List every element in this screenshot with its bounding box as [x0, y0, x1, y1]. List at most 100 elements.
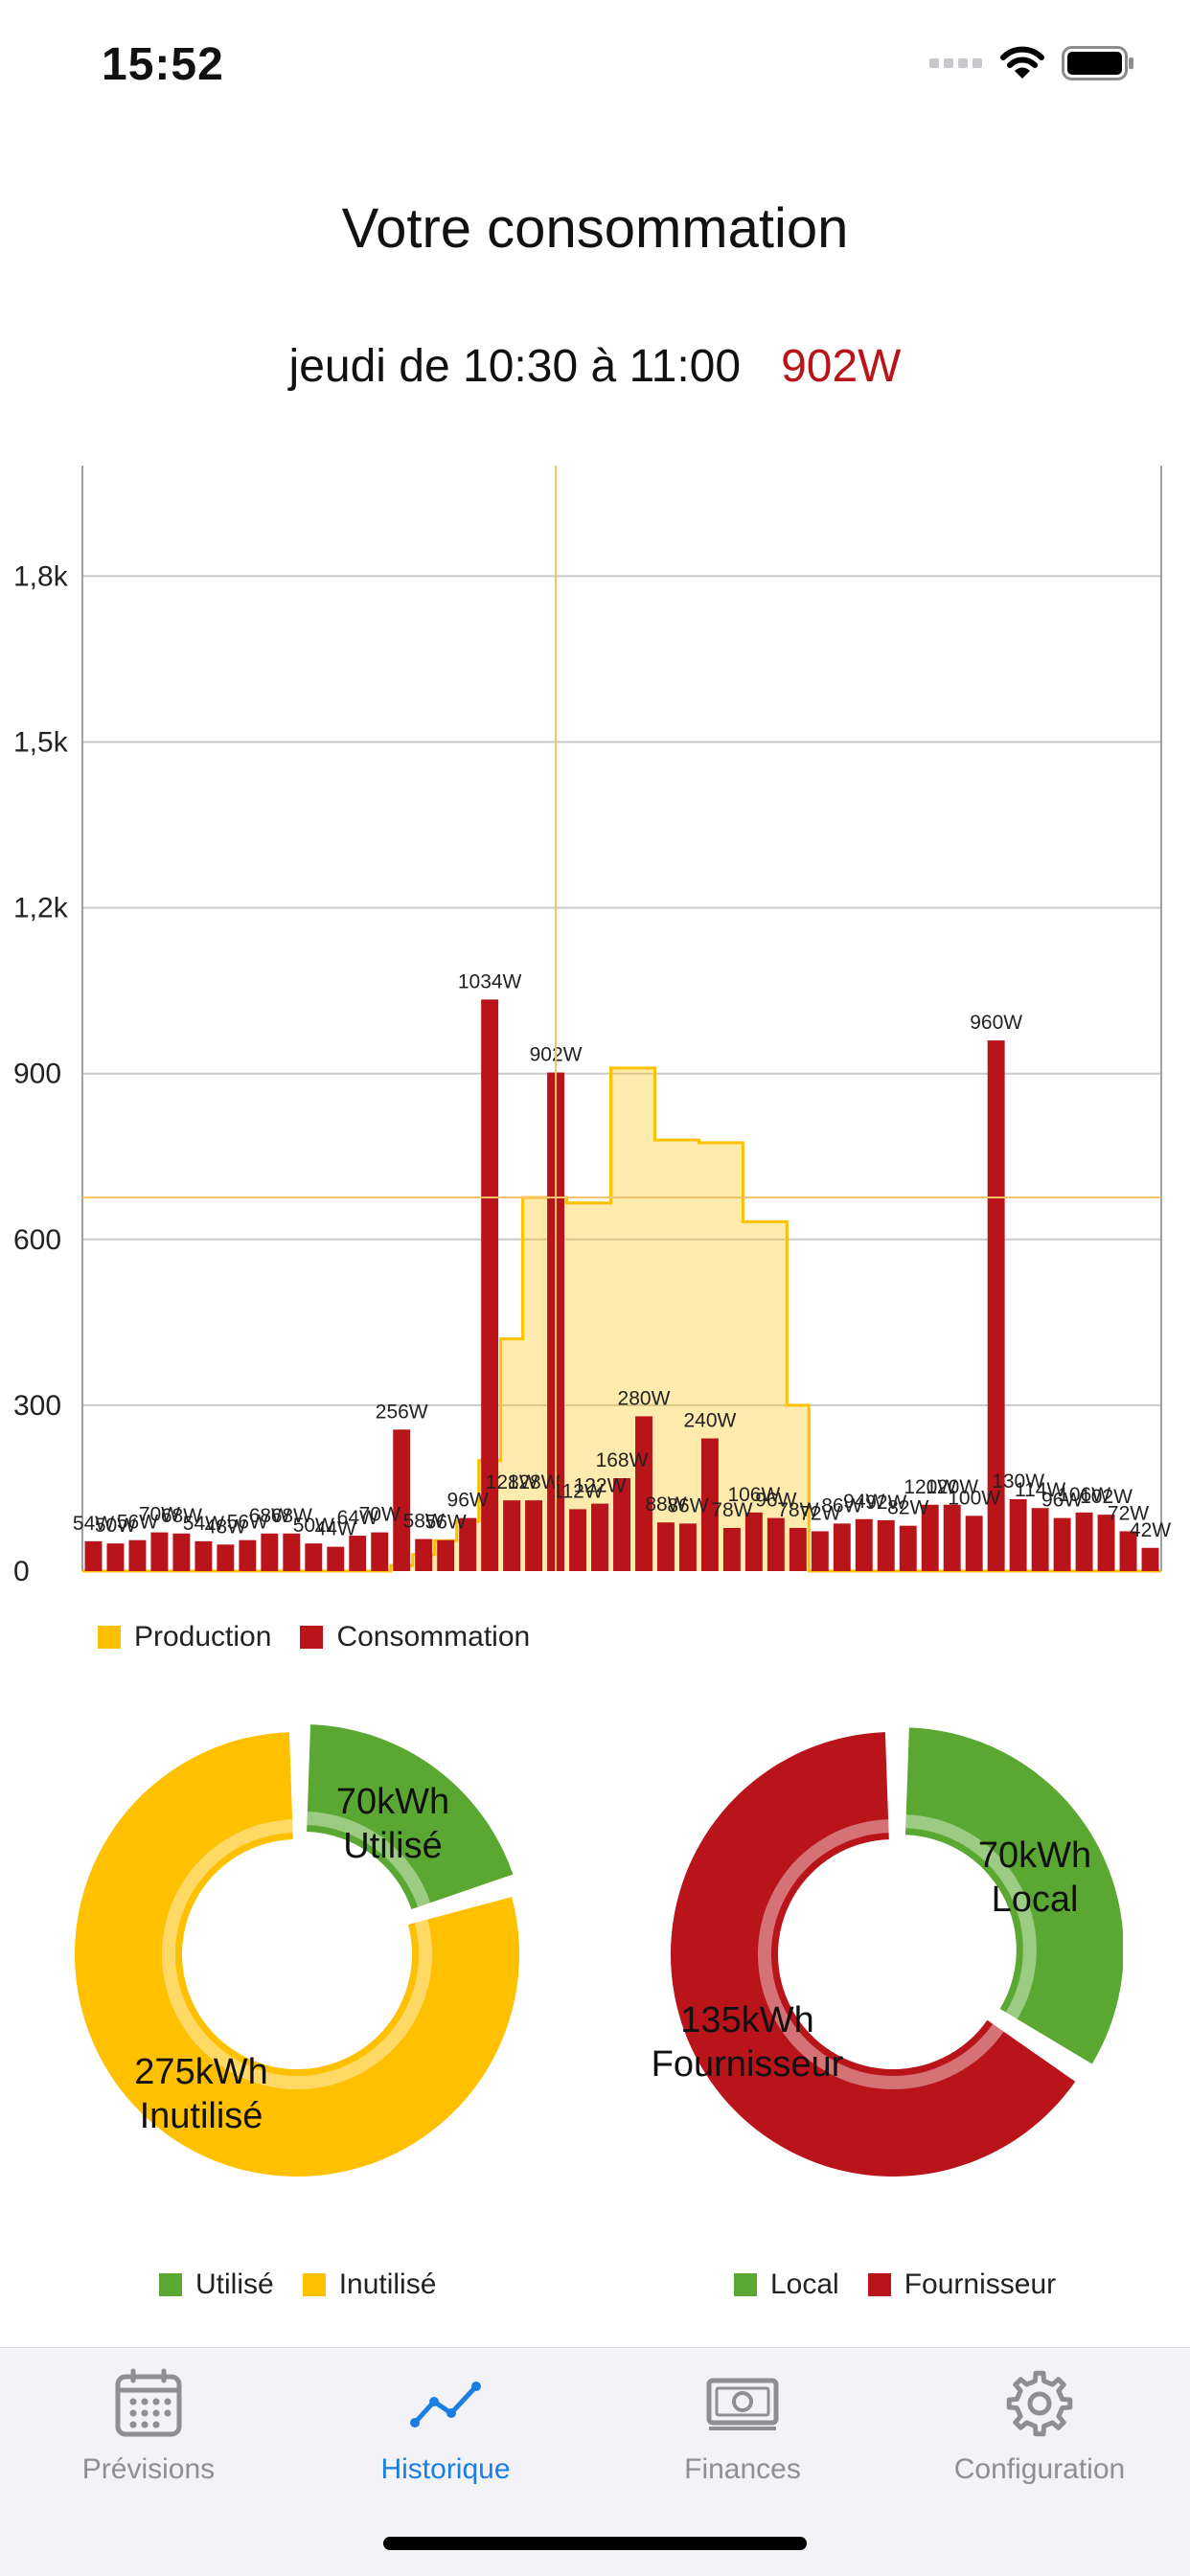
y-tick-label: 1,5k — [13, 727, 69, 759]
consumption-bar[interactable] — [613, 1478, 630, 1571]
consumption-bar[interactable] — [1119, 1531, 1137, 1571]
consumption-bar[interactable] — [1031, 1508, 1049, 1571]
consumption-bar[interactable] — [415, 1539, 433, 1571]
consumption-bar[interactable] — [965, 1516, 983, 1571]
consumption-bar[interactable] — [150, 1532, 169, 1571]
bar-value-label: 78W — [777, 1499, 818, 1521]
consumption-bar[interactable] — [172, 1533, 191, 1571]
donut-right-local-value: 70kWh — [977, 1835, 1092, 1876]
consumption-bar[interactable] — [393, 1429, 411, 1571]
legend-local: Local — [734, 2268, 839, 2301]
consumption-bar[interactable] — [305, 1543, 323, 1571]
legend-fournisseur: Fournisseur — [867, 2268, 1056, 2301]
consumption-bar[interactable] — [217, 1544, 235, 1571]
bar-value-label: 48W — [205, 1516, 246, 1538]
consumption-bar[interactable] — [503, 1500, 521, 1571]
legend-utilise-swatch — [159, 2273, 182, 2296]
consumption-bar[interactable] — [1075, 1512, 1093, 1571]
donut-slice-fournisseur — [671, 1732, 1076, 2177]
consumption-bar[interactable] — [1141, 1547, 1159, 1571]
bar-value-label: 50W — [95, 1515, 136, 1537]
selection-label: jeudi de 10:30 à 11:00 — [288, 341, 742, 392]
bar-value-label: 50W — [293, 1515, 334, 1537]
consumption-bar[interactable] — [899, 1525, 917, 1571]
battery-icon — [1062, 46, 1133, 80]
consumption-bar[interactable] — [722, 1527, 741, 1571]
tab-previsions[interactable]: Prévisions — [0, 2348, 297, 2511]
consumption-bar[interactable] — [349, 1536, 367, 1571]
consumption-bar[interactable] — [943, 1504, 961, 1571]
donut-inner-ring — [307, 1812, 431, 1907]
consumption-bar[interactable] — [1097, 1515, 1115, 1571]
signal-icon — [929, 58, 982, 68]
donut-slice-utilisé — [307, 1724, 514, 1909]
bar-value-label: 106W — [1058, 1484, 1110, 1506]
consumption-bar[interactable] — [1009, 1498, 1027, 1571]
consumption-bar[interactable] — [767, 1517, 785, 1571]
consumption-bar[interactable] — [261, 1533, 279, 1571]
consumption-bar[interactable] — [591, 1503, 608, 1571]
bar-value-label: 106W — [727, 1484, 780, 1506]
y-tick-label: 0 — [13, 1556, 30, 1587]
home-indicator — [383, 2537, 807, 2550]
legend-production: Production — [98, 1621, 271, 1653]
consumption-bar[interactable] — [106, 1543, 125, 1571]
legend-consommation-swatch — [300, 1626, 324, 1649]
consumption-bar[interactable] — [700, 1438, 719, 1571]
consumption-bar[interactable] — [789, 1527, 807, 1571]
y-tick-label: 900 — [13, 1059, 61, 1090]
consumption-bar[interactable] — [877, 1519, 895, 1571]
consumption-bar[interactable] — [656, 1522, 675, 1571]
bar-value-label: 128W — [508, 1471, 561, 1493]
consumption-bar[interactable] — [459, 1517, 477, 1571]
tab-historique[interactable]: Historique — [297, 2348, 594, 2511]
consumption-chart[interactable]: 54W50W56W70W68W54W48W56W68W68W50W44W64W7… — [0, 450, 1190, 1600]
consumption-bar[interactable] — [921, 1504, 939, 1571]
bar-value-label: 96W — [755, 1490, 796, 1512]
consumption-bar[interactable] — [833, 1523, 851, 1571]
tab-historique-label: Historique — [380, 2453, 511, 2485]
consumption-bar[interactable] — [811, 1531, 829, 1571]
selection-value: 902W — [781, 341, 902, 392]
consumption-bar[interactable] — [525, 1500, 543, 1571]
tab-configuration[interactable]: Configuration — [891, 2348, 1188, 2511]
tab-finances[interactable]: Finances — [594, 2348, 891, 2511]
consumption-bar[interactable] — [239, 1539, 257, 1571]
bar-value-label: 68W — [271, 1505, 312, 1527]
gear-icon — [1006, 2370, 1073, 2437]
status-time: 15:52 — [102, 39, 224, 90]
consumption-bar[interactable] — [678, 1523, 697, 1571]
bar-value-label: 44W — [315, 1518, 356, 1540]
bar-value-label: 58W — [403, 1511, 445, 1533]
bar-value-label: 960W — [970, 1012, 1022, 1034]
consumption-bar[interactable] — [327, 1546, 345, 1571]
consumption-bar[interactable] — [744, 1512, 763, 1571]
legend-consommation: Consommation — [300, 1621, 530, 1653]
tab-previsions-label: Prévisions — [81, 2453, 216, 2485]
page-title: Votre consommation — [341, 197, 849, 260]
legend-production-swatch — [98, 1626, 121, 1649]
bar-value-label: 86W — [667, 1494, 708, 1516]
consumption-bar[interactable] — [437, 1539, 455, 1571]
consumption-bar[interactable] — [371, 1532, 389, 1571]
line-chart-icon — [410, 2382, 481, 2428]
consumption-bar[interactable] — [1053, 1517, 1071, 1571]
bar-value-label: 88W — [645, 1493, 686, 1516]
consumption-bar[interactable] — [128, 1539, 147, 1571]
consumption-bar[interactable] — [569, 1509, 587, 1571]
consumption-bar[interactable] — [855, 1518, 873, 1571]
bar-value-label: 102W — [1080, 1486, 1133, 1508]
consumption-bar[interactable] — [987, 1040, 1005, 1571]
bar-value-label: 70W — [139, 1504, 180, 1526]
donut-inner-ring — [758, 1819, 1004, 2089]
consumption-bar[interactable] — [283, 1533, 301, 1571]
bar-value-label: 120W — [904, 1476, 956, 1498]
consumption-bar[interactable] — [481, 999, 499, 1571]
bar-value-label: 114W — [1015, 1479, 1065, 1501]
legend-local-label: Local — [770, 2268, 839, 2300]
donut-slice-local — [904, 1727, 1123, 2064]
consumption-bar[interactable] — [195, 1540, 213, 1571]
consumption-bar[interactable] — [84, 1540, 103, 1571]
bar-value-label: 56W — [227, 1512, 268, 1534]
consumption-bar[interactable] — [635, 1416, 652, 1571]
